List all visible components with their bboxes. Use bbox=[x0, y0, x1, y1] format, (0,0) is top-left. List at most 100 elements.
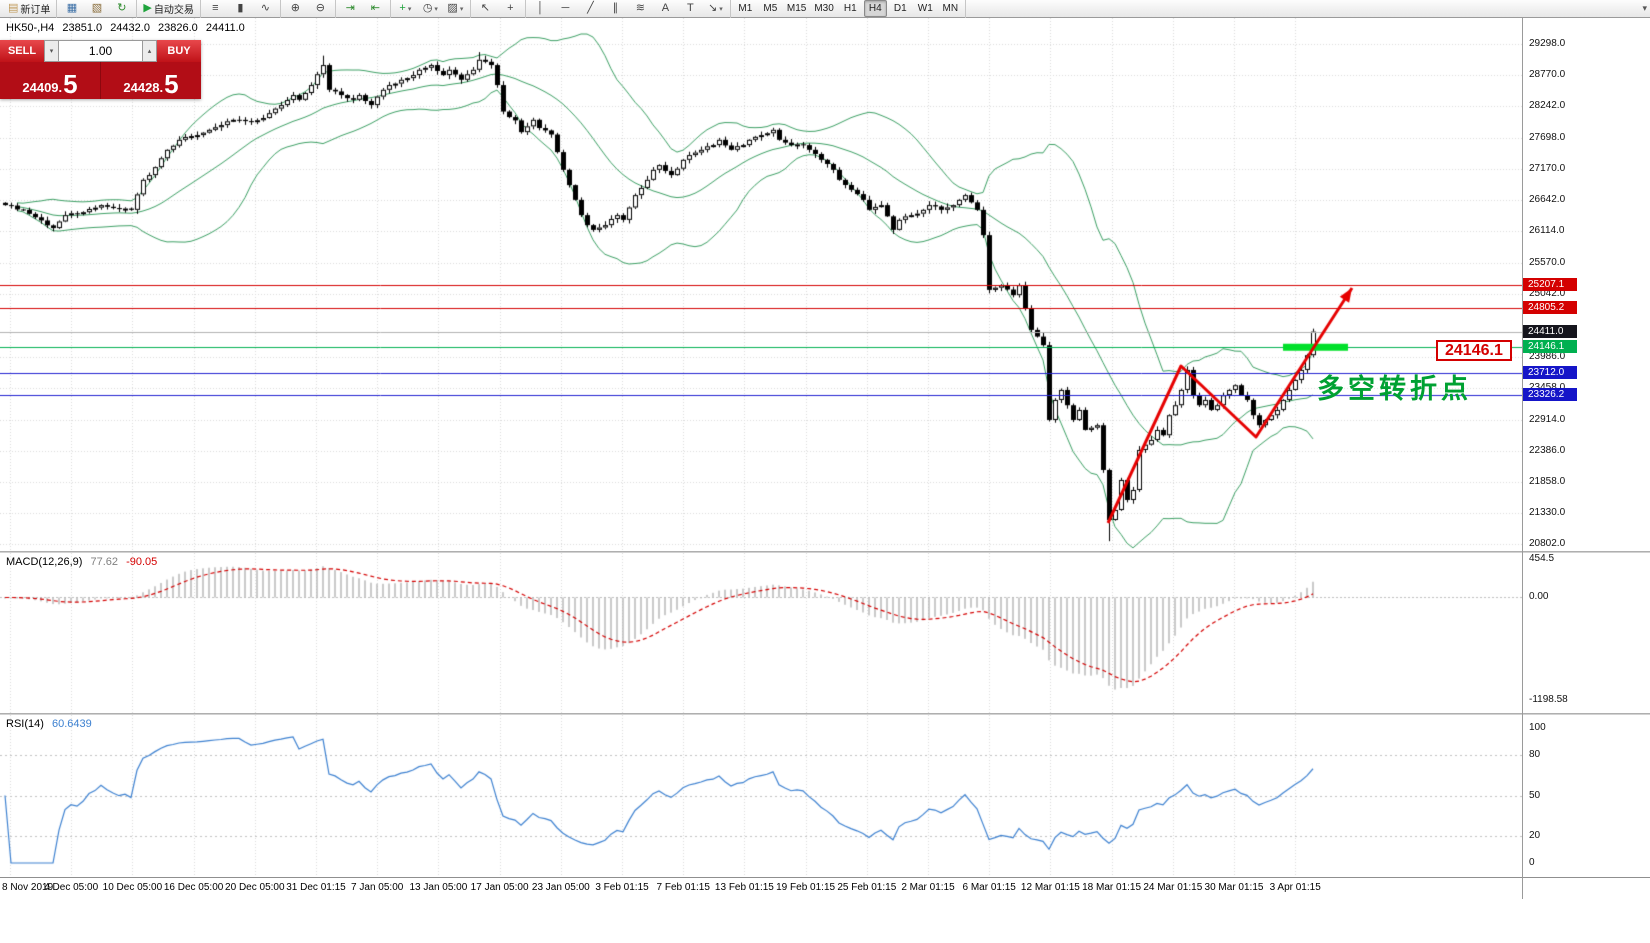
profiles-button[interactable]: ▧ bbox=[85, 0, 108, 17]
cursor-button[interactable]: ↖ bbox=[474, 0, 497, 17]
time-tick-label: 31 Dec 01:15 bbox=[286, 882, 346, 893]
tf-d1-button[interactable]: D1 bbox=[889, 0, 912, 17]
time-tick-label: 3 Feb 01:15 bbox=[595, 882, 649, 893]
price-tick-label: 23458.0 bbox=[1529, 381, 1566, 393]
trade-panel-prices: 24409. 5 24428. 5 bbox=[0, 62, 201, 99]
tf-h4-button[interactable]: H4 bbox=[863, 0, 887, 17]
equidistant-channel-button[interactable]: ∥ bbox=[604, 0, 627, 17]
arrows-dropdown-icon[interactable]: ▾ bbox=[719, 5, 723, 13]
new-order-label: 新订单 bbox=[20, 5, 51, 16]
trendline-button[interactable]: ╱ bbox=[579, 0, 602, 17]
vertical-line-button[interactable]: │ bbox=[529, 0, 552, 17]
volume-increase-button[interactable]: ▴ bbox=[142, 40, 157, 62]
time-tick-label: 20 Dec 05:00 bbox=[225, 882, 285, 893]
price-tick-label: 26114.0 bbox=[1529, 225, 1565, 237]
refresh-button[interactable]: ↻ bbox=[110, 0, 133, 17]
macd-axis-label: 0.00 bbox=[1529, 591, 1549, 603]
toolbar: ▤ 新订单 ▦ ▧ ↻ ▶ 自动交易 ≡ ▮ ∿ ⊕ ⊖ ⇥ ⇤ + ▾ ◷ ▾ ▨ ▾ ↖ + │ ─ ╱ ∥ ≋ A T ↘ ▾ M1 M5… bbox=[0, 0, 1650, 18]
macd-indicator-canvas[interactable] bbox=[0, 553, 1522, 713]
price-marker-label: 25207.1 bbox=[1523, 277, 1577, 291]
text-icon: A bbox=[661, 2, 670, 14]
buy-price[interactable]: 24428. 5 bbox=[101, 62, 201, 99]
crosshair-icon: + bbox=[507, 2, 514, 14]
autotrading-button[interactable]: ▶ 自动交易 bbox=[140, 0, 196, 17]
buy-button[interactable]: BUY bbox=[157, 40, 201, 62]
charts-window-button[interactable]: ▦ bbox=[60, 0, 83, 17]
rsi-value: 60.6439 bbox=[51, 718, 92, 730]
sell-price[interactable]: 24409. 5 bbox=[0, 62, 101, 99]
time-tick-label: 24 Mar 01:15 bbox=[1143, 882, 1203, 893]
zoom-in-icon: ⊕ bbox=[290, 2, 300, 14]
rsi-indicator-canvas[interactable] bbox=[0, 715, 1522, 877]
tf-m1-label: M1 bbox=[738, 3, 753, 14]
refresh-icon: ↻ bbox=[117, 2, 127, 14]
new-order-button[interactable]: ▤ 新订单 bbox=[5, 0, 53, 17]
time-tick-label: 25 Feb 01:15 bbox=[837, 882, 897, 893]
price-tick-label: 22914.0 bbox=[1529, 413, 1566, 425]
auto-scroll-button[interactable]: ⇥ bbox=[339, 0, 362, 17]
main-chart-canvas[interactable] bbox=[0, 18, 1522, 551]
time-tick-label: 30 Mar 01:15 bbox=[1204, 882, 1264, 893]
toolbar-group-autotrading: ▶ 自动交易 bbox=[137, 0, 201, 18]
price-axis[interactable]: 29298.0 28770.0 28242.0 27698.0 27170.0 26642… bbox=[1523, 0, 1650, 899]
bar-chart-icon: ≡ bbox=[212, 2, 219, 14]
new-order-icon: ▤ bbox=[8, 2, 19, 14]
toolbar-group-line-studies: │ ─ ╱ ∥ ≋ A T ↘ ▾ bbox=[526, 0, 731, 18]
tf-h4-label: H4 bbox=[868, 3, 882, 14]
chart-ohlc-header: HK50-,H4 23851.0 24432.0 23826.0 24411.0 bbox=[6, 22, 250, 34]
tf-m5-button[interactable]: M5 bbox=[759, 0, 782, 17]
periods-dropdown-icon[interactable]: ▾ bbox=[434, 5, 438, 13]
price-callout[interactable]: 24146.1 bbox=[1436, 340, 1512, 361]
price-tick-label: 28770.0 bbox=[1529, 69, 1566, 81]
time-axis-separator bbox=[0, 877, 1650, 878]
line-chart-button[interactable]: ∿ bbox=[254, 0, 277, 17]
macd-label: MACD(12,26,9) bbox=[6, 556, 83, 568]
macd-axis-label: 454.5 bbox=[1529, 552, 1555, 564]
tf-m15-button[interactable]: M15 bbox=[784, 0, 809, 17]
time-tick-label: 17 Jan 05:00 bbox=[470, 882, 529, 893]
indicators-button[interactable]: + ▾ bbox=[394, 0, 417, 17]
chart-open-value: 23851.0 bbox=[62, 22, 103, 34]
rsi-axis-label: 20 bbox=[1529, 830, 1541, 841]
volume-decrease-button[interactable]: ▾ bbox=[44, 40, 59, 62]
tf-mn-button[interactable]: MN bbox=[939, 0, 962, 17]
volume-input[interactable]: 1.00 bbox=[59, 40, 142, 62]
toolbar-overflow-icon[interactable]: ▾ bbox=[1642, 3, 1647, 13]
horizontal-line-button[interactable]: ─ bbox=[554, 0, 577, 17]
text-button[interactable]: A bbox=[654, 0, 677, 17]
turning-point-annotation[interactable]: 多空转折点 bbox=[1317, 374, 1472, 405]
crosshair-button[interactable]: + bbox=[499, 0, 522, 17]
candlestick-chart-button[interactable]: ▮ bbox=[229, 0, 252, 17]
periods-button[interactable]: ◷ ▾ bbox=[419, 0, 442, 17]
time-tick-label: 12 Mar 01:15 bbox=[1020, 882, 1080, 893]
tf-w1-button[interactable]: W1 bbox=[914, 0, 937, 17]
indicators-dropdown-icon[interactable]: ▾ bbox=[407, 5, 412, 13]
indicators-icon: + bbox=[399, 2, 406, 14]
zoom-in-button[interactable]: ⊕ bbox=[284, 0, 307, 17]
tf-m15-label: M15 bbox=[786, 3, 807, 14]
tf-h1-button[interactable]: H1 bbox=[839, 0, 862, 17]
pane-separator[interactable] bbox=[0, 713, 1650, 715]
bar-chart-button[interactable]: ≡ bbox=[204, 0, 227, 17]
vertical-line-icon: │ bbox=[536, 2, 544, 14]
price-marker-label: 24411.0 bbox=[1523, 324, 1577, 338]
tf-m30-button[interactable]: M30 bbox=[811, 0, 836, 17]
trendline-icon: ╱ bbox=[587, 2, 594, 14]
rsi-label: RSI(14) bbox=[6, 718, 44, 730]
toolbar-group-scrolling: ⇥ ⇤ bbox=[336, 0, 391, 18]
templates-dropdown-icon[interactable]: ▾ bbox=[459, 5, 464, 13]
templates-button[interactable]: ▨ ▾ bbox=[444, 0, 467, 17]
fibonacci-button[interactable]: ≋ bbox=[629, 0, 652, 17]
arrows-button[interactable]: ↘ ▾ bbox=[704, 0, 727, 17]
templates-icon: ▨ bbox=[447, 2, 458, 14]
time-axis[interactable]: 8 Nov 2019 4 Dec 05:00 10 Dec 05:00 16 Dec … bbox=[0, 878, 1650, 900]
pane-separator[interactable] bbox=[0, 551, 1650, 553]
tf-m1-button[interactable]: M1 bbox=[734, 0, 757, 17]
sell-button[interactable]: SELL bbox=[0, 40, 44, 62]
price-tick-label: 25042.0 bbox=[1529, 288, 1566, 300]
zoom-out-button[interactable]: ⊖ bbox=[309, 0, 332, 17]
text-label-button[interactable]: T bbox=[679, 0, 702, 17]
macd-indicator-label: MACD(12,26,9) 77.62 -90.05 bbox=[6, 556, 162, 568]
chart-shift-button[interactable]: ⇤ bbox=[364, 0, 387, 17]
